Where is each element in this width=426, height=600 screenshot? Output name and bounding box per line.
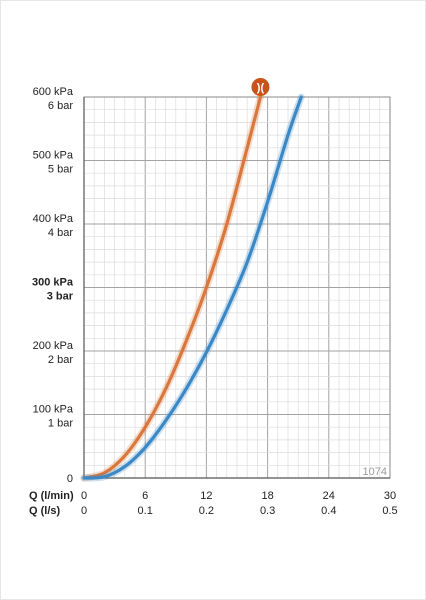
x-tick-label-secondary: 0.2	[199, 505, 214, 517]
y-axis-labels: 0 100 kPa 1 bar 200 kPa 2 bar 300 kPa 3 bar 400…	[32, 86, 74, 485]
y-tick-label-bar: 2 bar	[48, 354, 73, 366]
y-tick-label-bar: 3 bar	[47, 291, 74, 303]
y-tick-label-kpa: 300 kPa	[32, 277, 74, 289]
y-tick-label-kpa: 100 kPa	[33, 404, 74, 416]
limit-marker-symbol: )(	[257, 82, 265, 94]
y-tick-label-bar: 1 bar	[48, 418, 73, 430]
limit-marker: )(	[251, 78, 270, 96]
chart-id-label: 1074	[363, 466, 387, 478]
series-2-line	[82, 95, 303, 480]
x-axis-labels: Q (l/min) Q (l/s) 0 0 6 0.1 12 0.2 18 0.3 24 0.4 3…	[29, 490, 398, 517]
y-tick-label-kpa: 500 kPa	[33, 150, 74, 162]
x-tick-label-secondary: 0.5	[382, 505, 397, 517]
x-tick-label-secondary: 0.1	[138, 505, 153, 517]
x-tick-label-primary: 18	[261, 490, 273, 502]
x-tick-label-primary: 0	[81, 490, 87, 502]
y-tick-label-kpa: 600 kPa	[33, 86, 74, 98]
x-tick-label-primary: 6	[142, 490, 148, 502]
series-layer	[80, 93, 305, 482]
x-tick-label-primary: 24	[323, 490, 335, 502]
limit-marker-circle	[251, 78, 270, 96]
y-tick-label-kpa: 400 kPa	[33, 213, 74, 225]
x-tick-label-secondary: 0	[81, 505, 87, 517]
x-tick-label-secondary: 0.3	[260, 505, 275, 517]
x-axis-label-secondary: Q (l/s)	[29, 505, 61, 517]
y-tick-label-kpa: 0	[67, 473, 73, 485]
x-axis-label-primary: Q (l/min)	[29, 490, 74, 502]
y-tick-label-bar: 4 bar	[48, 227, 73, 239]
x-tick-label-primary: 30	[384, 490, 396, 502]
y-tick-label-bar: 5 bar	[48, 164, 73, 176]
x-tick-label-primary: 12	[200, 490, 212, 502]
series-1-line	[82, 95, 263, 480]
y-tick-label-kpa: 200 kPa	[33, 340, 74, 352]
grid-layer	[83, 96, 391, 479]
x-tick-label-secondary: 0.4	[321, 505, 336, 517]
y-tick-label-bar: 6 bar	[48, 100, 73, 112]
